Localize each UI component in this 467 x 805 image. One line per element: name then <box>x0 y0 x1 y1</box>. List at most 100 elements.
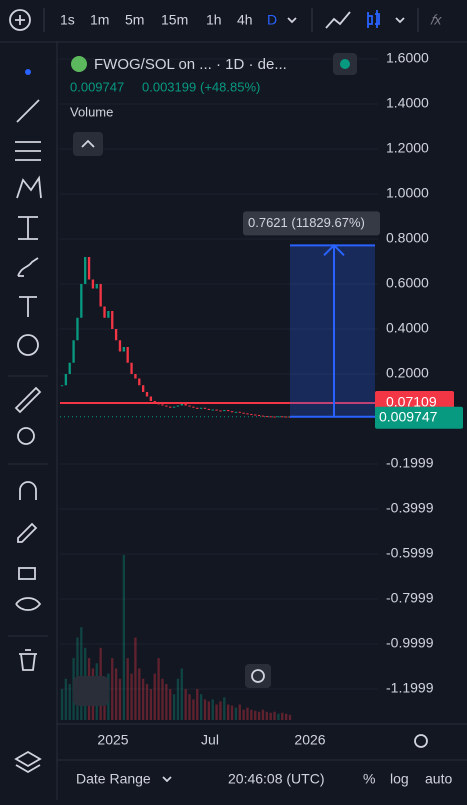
dropdown[interactable] <box>395 17 405 24</box>
plot: 1.6000 1.4000 1.2000 1.0000 0.8000 0.6000 0.40… <box>60 50 463 720</box>
interval[interactable]: 1h <box>206 12 222 28</box>
candle <box>192 406 195 408</box>
interval[interactable]: 15m <box>161 12 188 28</box>
brush[interactable] <box>17 257 39 277</box>
candle <box>273 416 276 418</box>
interval[interactable]: 1m <box>90 12 109 28</box>
lock[interactable] <box>18 567 36 580</box>
measure-label: 0.7621 (11829.67%) <box>248 215 365 230</box>
add-button[interactable] <box>9 9 31 31</box>
indicators[interactable]: 𝑓x <box>430 12 442 28</box>
volume-bar <box>207 701 211 720</box>
volume-bar <box>192 699 195 720</box>
candle <box>111 311 114 329</box>
volume-bar <box>111 658 114 720</box>
volume-bar <box>203 699 207 720</box>
y-tick-label: 1.6000 <box>386 50 429 66</box>
volume-bar <box>234 707 238 720</box>
candle <box>64 374 68 386</box>
symbol-title[interactable]: FWOG/SOL on ... · 1D · de... <box>94 56 287 73</box>
eye[interactable] <box>15 597 42 611</box>
ruler[interactable] <box>14 386 42 414</box>
volume-bar <box>118 678 122 720</box>
candle <box>68 362 71 374</box>
candle-type[interactable] <box>367 10 380 28</box>
volume-bar <box>281 712 284 720</box>
candle <box>176 405 180 407</box>
projection[interactable] <box>18 216 38 240</box>
interval-active[interactable]: D <box>267 12 277 28</box>
volume-bar <box>169 689 172 720</box>
volume-bar <box>134 637 137 720</box>
y-tick-label: -0.3999 <box>386 500 434 516</box>
volume-bar <box>277 713 280 720</box>
tv-logo <box>73 676 109 706</box>
layers[interactable] <box>14 750 42 774</box>
percent[interactable]: % <box>363 771 375 787</box>
y-tick-label: -0.7999 <box>386 590 434 606</box>
x-axis: 2025 Jul 2026 <box>57 664 467 748</box>
candle <box>234 411 238 413</box>
last-price: 0.009747 <box>70 79 124 94</box>
date-range[interactable]: Date Range <box>76 771 151 787</box>
volume-bar <box>68 683 71 720</box>
volume-bar <box>242 709 245 720</box>
fib[interactable] <box>15 141 41 161</box>
candle <box>227 410 230 412</box>
trend-line[interactable] <box>16 99 40 123</box>
top-bar: 1s 1m 5m 15m 1h 4h D 𝑓x <box>0 8 467 43</box>
volume-bar <box>122 555 125 720</box>
candle <box>281 416 284 418</box>
y-tick-label: -0.9999 <box>386 635 434 651</box>
volume-bar <box>153 673 156 720</box>
interval[interactable]: 5m <box>125 12 144 28</box>
volume-bar <box>254 710 257 720</box>
auto[interactable]: auto <box>425 771 452 787</box>
zoom[interactable] <box>17 427 35 445</box>
reset[interactable] <box>245 664 271 688</box>
candle <box>188 405 191 407</box>
left-toolbar <box>8 42 58 800</box>
volume-bar <box>284 713 288 720</box>
volume-bar <box>141 678 145 720</box>
dropdown[interactable] <box>287 17 297 24</box>
trash[interactable] <box>19 649 37 671</box>
text-tool[interactable] <box>19 296 37 317</box>
y-tick-label: -0.5999 <box>386 545 434 561</box>
candle <box>203 407 207 409</box>
log[interactable]: log <box>390 771 409 787</box>
candle <box>60 385 64 387</box>
candle <box>122 347 125 352</box>
volume-bar <box>273 711 276 720</box>
candle <box>87 257 91 280</box>
candle <box>238 411 241 413</box>
emoji[interactable] <box>17 334 39 356</box>
dropdown <box>162 776 172 783</box>
settings[interactable] <box>414 734 428 748</box>
y-tick-label: 1.4000 <box>386 95 429 111</box>
candle <box>145 392 149 397</box>
last-price-bg <box>375 406 463 429</box>
volume-bar <box>223 697 226 720</box>
magnet[interactable] <box>19 481 37 500</box>
volume-bar <box>250 709 253 720</box>
x-tick-label: Jul <box>201 732 219 748</box>
volume-bar <box>80 627 83 720</box>
candle <box>161 404 164 406</box>
interval[interactable]: 4h <box>237 12 253 28</box>
volume-bar <box>219 701 222 720</box>
collapse[interactable] <box>73 132 103 156</box>
bottom-bar: Date Range 20:46:08 (UTC) % log auto <box>57 759 467 787</box>
interval[interactable]: 1s <box>60 12 75 28</box>
candle <box>114 329 118 341</box>
candle <box>211 409 214 411</box>
symbol-logo <box>71 56 87 72</box>
pattern[interactable] <box>16 175 42 199</box>
candle <box>199 407 203 409</box>
volume-bar <box>196 689 199 720</box>
lock-drawing[interactable] <box>17 522 38 543</box>
cursor[interactable] <box>25 69 31 75</box>
line-type[interactable] <box>325 11 351 29</box>
volume-bar <box>261 709 265 720</box>
